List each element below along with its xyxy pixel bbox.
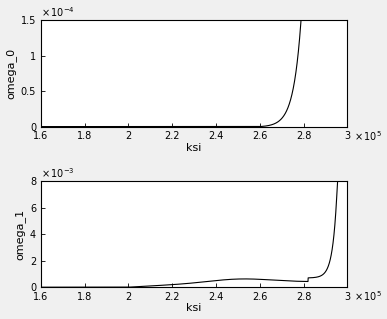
X-axis label: ksi: ksi (187, 303, 202, 314)
X-axis label: ksi: ksi (187, 143, 202, 153)
Y-axis label: omega_1: omega_1 (15, 209, 26, 260)
Y-axis label: omega_0: omega_0 (5, 48, 17, 99)
Text: $\times\,10^{5}$: $\times\,10^{5}$ (354, 129, 382, 143)
Text: $\times\,10^{5}$: $\times\,10^{5}$ (354, 289, 382, 303)
Text: $\times\,10^{-3}$: $\times\,10^{-3}$ (41, 166, 75, 180)
Text: $\times\,10^{-4}$: $\times\,10^{-4}$ (41, 6, 75, 19)
